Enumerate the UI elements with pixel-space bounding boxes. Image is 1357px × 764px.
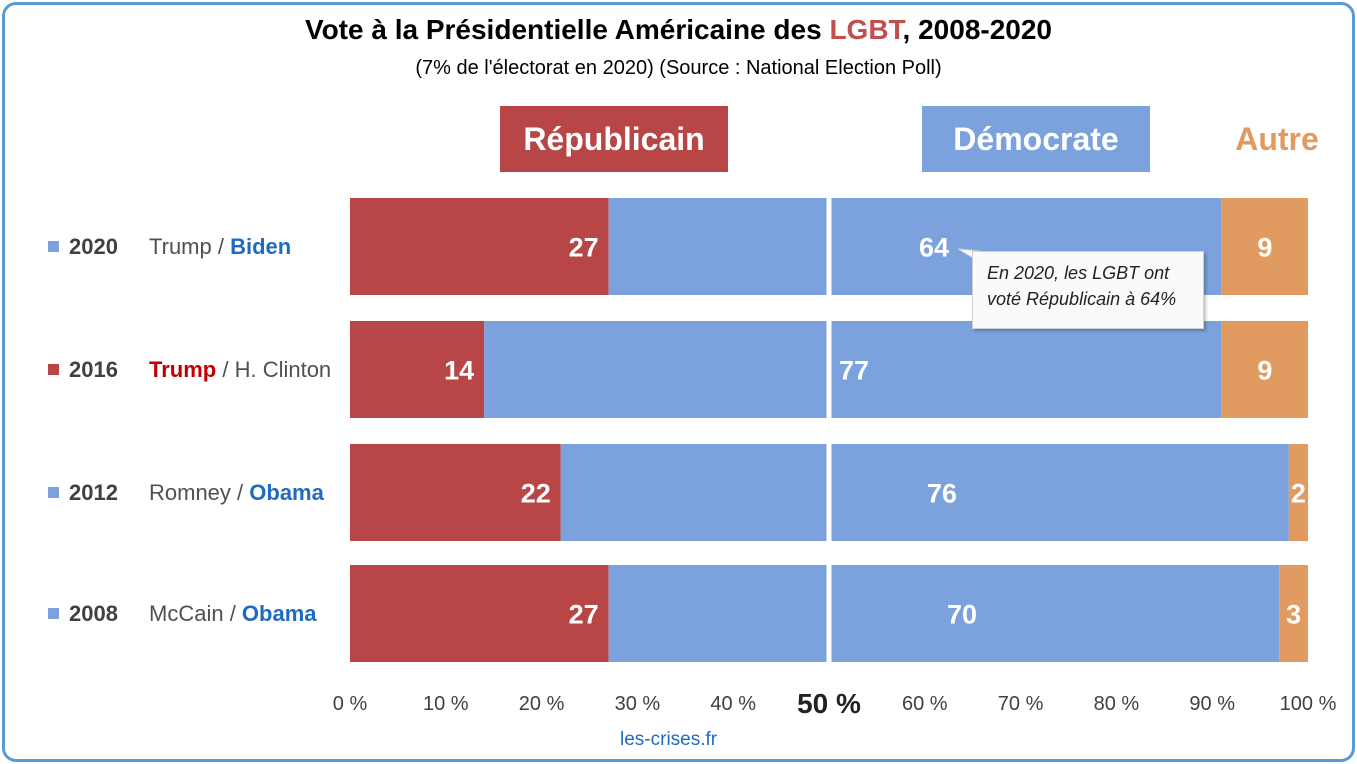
candidates-label: Romney / Obama bbox=[149, 479, 324, 505]
x-tick-label: 10 % bbox=[423, 693, 469, 715]
title-highlight: LGBT bbox=[829, 14, 903, 45]
value-label-democrat-2012: 76 bbox=[927, 479, 957, 509]
row-label-2016: 2016 Trump / H. Clinton bbox=[48, 355, 331, 385]
bar-republican-2008 bbox=[350, 565, 609, 662]
value-label-other-2020: 9 bbox=[1257, 233, 1272, 263]
bar-other-2008 bbox=[1279, 565, 1308, 662]
value-label-democrat-2016: 77 bbox=[839, 356, 869, 386]
bar-other-2016 bbox=[1221, 321, 1308, 418]
x-tick-label: 20 % bbox=[518, 693, 565, 715]
bar-republican-2016 bbox=[350, 321, 485, 418]
chart-title: Vote à la Présidentielle Américaine des … bbox=[304, 14, 1053, 45]
row-label-2012: 2012 Romney / Obama bbox=[48, 478, 324, 508]
x-tick-label: 90 % bbox=[1189, 693, 1235, 715]
other-header: Autre bbox=[1235, 120, 1319, 157]
value-label-republican-2020: 27 bbox=[569, 233, 599, 263]
bar-democrat-2008 bbox=[608, 565, 1280, 662]
x-tick-label: 40 % bbox=[710, 693, 756, 715]
x-tick-label: 100 % bbox=[1279, 693, 1337, 715]
bar-republican-2012 bbox=[350, 444, 561, 541]
value-label-other-2016: 9 bbox=[1257, 356, 1272, 386]
republican-header: Républicain bbox=[500, 106, 728, 172]
x-tick-label: 50 % bbox=[797, 688, 861, 719]
value-label-other-2008: 3 bbox=[1286, 600, 1301, 630]
annotation-callout: En 2020, les LGBT ont voté Républicain à… bbox=[972, 251, 1204, 329]
legend-marker bbox=[48, 487, 59, 498]
bar-democrat-2012 bbox=[560, 444, 1289, 541]
year-label: 2016 bbox=[69, 356, 118, 382]
x-tick-label: 30 % bbox=[614, 693, 661, 715]
legend-marker bbox=[48, 364, 59, 375]
legend-marker bbox=[48, 608, 59, 619]
value-label-republican-2008: 27 bbox=[569, 600, 599, 630]
candidates-label: Trump / H. Clinton bbox=[149, 356, 332, 382]
chart-subtitle: (7% de l'électorat en 2020) (Source : Na… bbox=[415, 57, 942, 79]
year-label: 2008 bbox=[69, 600, 118, 626]
row-label-2020: 2020 Trump / Biden bbox=[48, 232, 291, 262]
bar-other-2020 bbox=[1221, 198, 1308, 295]
year-label: 2012 bbox=[69, 479, 118, 505]
candidates-label: McCain / Obama bbox=[149, 600, 317, 626]
candidates-label: Trump / Biden bbox=[149, 233, 292, 259]
value-label-other-2012: 2 bbox=[1291, 479, 1306, 509]
bar-republican-2020 bbox=[350, 198, 609, 295]
midline-50 bbox=[826, 190, 832, 670]
bar-democrat-2016 bbox=[484, 321, 1222, 418]
value-label-democrat-2020: 64 bbox=[919, 233, 949, 263]
x-tick-label: 70 % bbox=[997, 693, 1044, 715]
value-label-republican-2012: 22 bbox=[521, 479, 551, 509]
callout-text: En 2020, les LGBT ont voté Républicain à… bbox=[987, 263, 1177, 309]
bar-other-2012 bbox=[1288, 444, 1308, 541]
democrat-header: Démocrate bbox=[922, 106, 1150, 172]
x-tick-label: 80 % bbox=[1093, 693, 1140, 715]
value-label-republican-2016: 14 bbox=[444, 356, 474, 386]
legend-marker bbox=[48, 241, 59, 252]
source-credit: les-crises.fr bbox=[620, 729, 718, 750]
value-label-democrat-2008: 70 bbox=[947, 600, 977, 630]
x-tick-label: 60 % bbox=[902, 693, 948, 715]
row-label-2008: 2008 McCain / Obama bbox=[48, 599, 317, 629]
year-label: 2020 bbox=[69, 233, 118, 259]
x-tick-label: 0 % bbox=[332, 693, 368, 715]
